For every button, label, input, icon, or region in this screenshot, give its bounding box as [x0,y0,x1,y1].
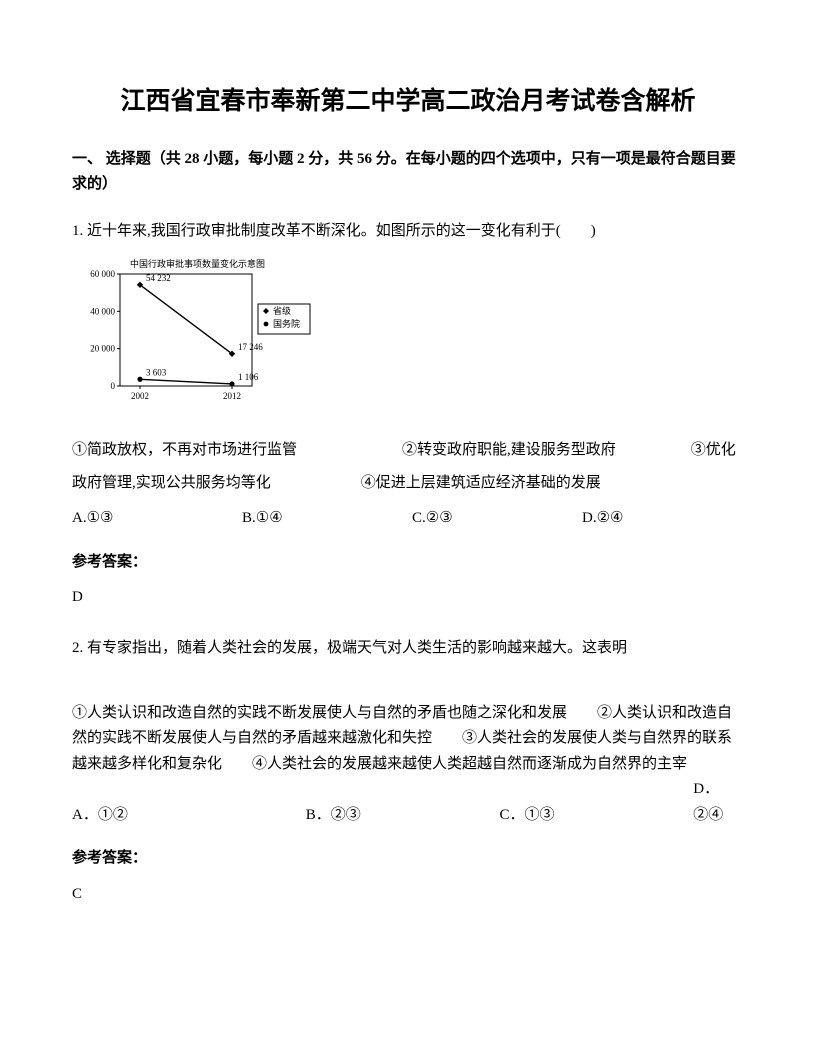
svg-text:3 603: 3 603 [146,367,167,377]
q2-option-b: B．②③ [306,803,496,829]
q1-option-d: D.②④ [582,506,732,532]
line-chart-svg: 中国行政审批事项数量变化示意图 0 20 000 40 000 60 000 2002 20… [72,256,332,411]
svg-text:1 106: 1 106 [238,371,259,381]
q1-options: A.①③ B.①④ C.②③ D.②④ [72,506,744,532]
svg-text:17 246: 17 246 [238,341,263,351]
q2-option-a: A．①② [72,803,302,829]
q1-option-b: B.①④ [242,506,412,532]
svg-text:0: 0 [111,381,116,391]
svg-text:54 232: 54 232 [146,272,171,282]
q1-chart: 中国行政审批事项数量变化示意图 0 20 000 40 000 60 000 2002 20… [72,256,744,421]
svg-text:20 000: 20 000 [90,343,115,353]
q1-stem: 1. 近十年来,我国行政审批制度改革不断深化。如图所示的这一变化有利于( ) [72,216,744,246]
q1-answer: D [72,585,744,611]
section-heading: 一、 选择题（共 28 小题，每小题 2 分，共 56 分。在每小题的四个选项中… [72,147,744,198]
svg-text:60 000: 60 000 [90,269,115,279]
svg-text:2012: 2012 [223,391,241,401]
q2-stem: 2. 有专家指出，随着人类社会的发展，极端天气对人类生活的影响越来越大。这表明 [72,633,744,663]
svg-text:40 000: 40 000 [90,306,115,316]
svg-text:省级: 省级 [273,305,291,316]
page-title: 江西省宜春市奉新第二中学高二政治月考试卷含解析 [72,80,744,123]
q2-option-d: D．②④ [693,777,733,828]
q2-answer: C [72,882,744,908]
q2-body: ①人类认识和改造自然的实践不断发展使人与自然的矛盾也随之深化和发展 ②人类认识和… [72,701,744,778]
exam-page: 江西省宜春市奉新第二中学高二政治月考试卷含解析 一、 选择题（共 28 小题，每… [0,0,816,969]
svg-text:2002: 2002 [131,391,149,401]
q1-ref-label: 参考答案： [72,550,744,576]
q2-options: A．①② B．②③ C．①③ D．②④ [72,777,744,828]
q2-option-c: C．①③ [500,803,690,829]
q1-option-c: C.②③ [412,506,582,532]
q1-option-a: A.①③ [72,506,242,532]
q1-statements: ①简政放权，不再对市场进行监管 ②转变政府职能,建设服务型政府 ③优化政府管理,… [72,434,744,500]
spacer [72,663,744,691]
svg-text:国务院: 国务院 [273,318,300,329]
svg-text:中国行政审批事项数量变化示意图: 中国行政审批事项数量变化示意图 [130,258,265,269]
q2-ref-label: 参考答案： [72,846,744,872]
